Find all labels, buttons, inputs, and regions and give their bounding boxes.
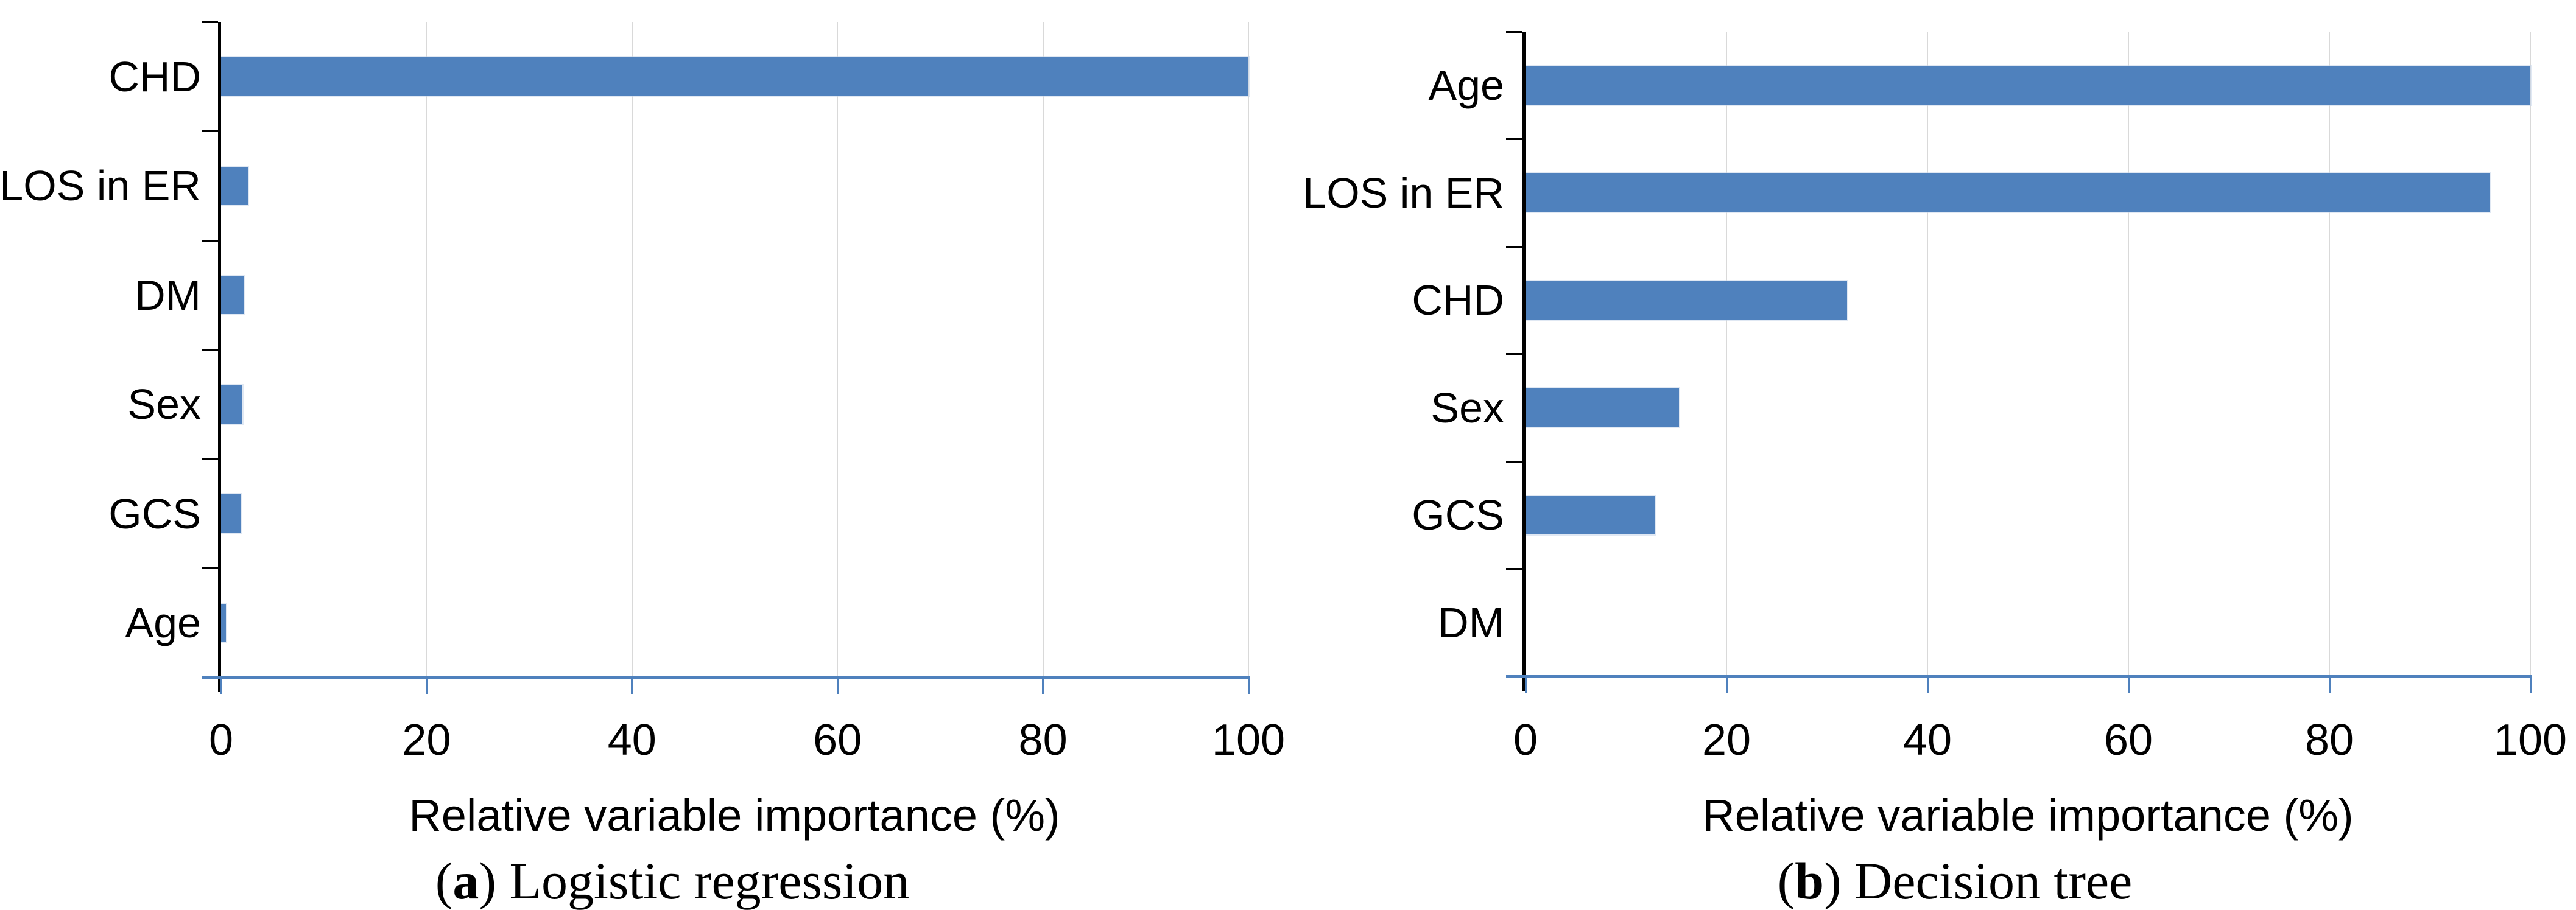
panel-b-category-label: Sex [1431, 383, 1504, 432]
panel-b-caption-close-paren: ) [1824, 852, 1855, 910]
panel-b-bar-gcs [1526, 495, 1655, 534]
panel-b-x-tick-60 [2127, 678, 2130, 693]
panel-b-x-tick-label-100: 100 [2493, 716, 2567, 765]
panel-a-category-label: LOS in ER [0, 162, 201, 210]
panel-a-y-axis [218, 22, 221, 692]
panel-b-category-label: CHD [1412, 276, 1504, 324]
panel-a-x-tick-40 [631, 679, 633, 694]
panel-b-category-label: Age [1428, 61, 1504, 110]
panel-a-x-tick-label-100: 100 [1211, 716, 1286, 765]
panel-a-gridline-20 [426, 22, 428, 677]
panel-b-bar-chd [1526, 281, 1847, 320]
panel-b-gridline-100 [2530, 32, 2531, 676]
panel-b-y-tick [1506, 245, 1522, 248]
panel-b-category-label: GCS [1412, 491, 1504, 539]
panel-b-x-tick-20 [1725, 678, 1728, 693]
panel-a-caption-close-paren: ) [479, 852, 510, 910]
panel-a-x-axis [202, 676, 1250, 679]
panel-a-gridline-80 [1042, 22, 1044, 677]
panel-a-x-tick-label-60: 60 [813, 716, 862, 765]
panel-a-caption-open-paren: ( [435, 852, 453, 910]
panel-a-x-tick-100 [1247, 679, 1250, 694]
panel-a-x-tick-80 [1042, 679, 1044, 694]
panel-b-caption-open-paren: ( [1777, 852, 1795, 910]
panel-b-category-label: DM [1438, 598, 1504, 646]
panel-b-caption-text: Decision tree [1854, 852, 2133, 910]
panel-a-gridline-60 [837, 22, 839, 677]
panel-a-category-label: CHD [108, 52, 201, 100]
panel-b-gridline-60 [2128, 32, 2129, 676]
panel-a-x-tick-60 [836, 679, 839, 694]
panel-a-bar-age [221, 603, 227, 642]
panel-b-y-tick [1506, 568, 1522, 570]
panel-b-x-axis-title: Relative variable importance (%) [1702, 790, 2354, 841]
panel-a-gridline-40 [631, 22, 633, 677]
panel-a-category-label: Sex [127, 380, 201, 429]
panel-a-x-tick-label-80: 80 [1018, 716, 1068, 765]
panel-b-x-tick-label-60: 60 [2103, 716, 2153, 765]
panel-a-category-label: DM [135, 271, 201, 319]
panel-a-y-tick [202, 567, 218, 569]
panel-b-x-tick-label-20: 20 [1701, 716, 1751, 765]
panel-b-y-axis [1522, 32, 1526, 691]
panel-b-x-tick-label-80: 80 [2304, 716, 2354, 765]
panel-a-y-tick [202, 21, 218, 23]
panel-b-bar-sex [1526, 388, 1680, 427]
panel-a-x-tick-label-40: 40 [607, 716, 656, 765]
panel-b-x-tick-label-40: 40 [1902, 716, 1952, 765]
panel-b-x-tick-40 [1926, 678, 1929, 693]
panel-a-caption-text: Logistic regression [509, 852, 910, 910]
panel-a-x-tick-0 [220, 679, 222, 694]
panel-b-y-tick [1506, 353, 1522, 355]
panel-b-y-tick [1506, 138, 1522, 140]
panel-a-x-tick-label-20: 20 [402, 716, 451, 765]
panel-b-gridline-40 [1927, 32, 1928, 676]
panel-b-y-tick [1506, 30, 1522, 33]
panel-a-bar-chd [221, 57, 1248, 96]
panel-a-y-tick [202, 349, 218, 351]
panel-a-category-label: GCS [108, 489, 201, 537]
panel-b-x-tick-0 [1524, 678, 1527, 693]
panel-a-bar-dm [221, 276, 244, 315]
panel-b-y-tick [1506, 460, 1522, 463]
panel-b-gridline-80 [2329, 32, 2330, 676]
panel-a-bar-los-in-er [221, 166, 248, 205]
panel-a-x-tick-label-0: 0 [208, 716, 234, 765]
panel-a-x-axis-title: Relative variable importance (%) [409, 790, 1060, 841]
panel-a-bar-sex [221, 385, 243, 424]
panel-b-x-tick-label-0: 0 [1513, 716, 1538, 765]
panel-b-x-tick-80 [2328, 678, 2331, 693]
panel-a-y-tick [202, 239, 218, 242]
panel-a-caption: (a) Logistic regression [124, 853, 1220, 908]
panel-a-category-label: Age [125, 599, 201, 647]
panel-b-caption-letter: b [1795, 852, 1825, 910]
panel-a-bar-gcs [221, 494, 241, 533]
panel-b-caption: (b) Decision tree [1407, 853, 2503, 908]
panel-b-x-axis [1506, 675, 2532, 678]
panel-a-y-tick [202, 130, 218, 132]
panel-a-x-tick-20 [425, 679, 428, 694]
panel-b-gridline-20 [1726, 32, 1727, 676]
panel-b-bar-los-in-er [1526, 173, 2490, 212]
panel-a-y-tick [202, 458, 218, 460]
panel-b-bar-age [1526, 66, 2530, 105]
panel-b-category-label: LOS in ER [1303, 169, 1504, 217]
panel-a-caption-letter: a [452, 852, 479, 910]
panel-b-x-tick-100 [2529, 678, 2532, 693]
panel-a-gridline-100 [1248, 22, 1249, 677]
